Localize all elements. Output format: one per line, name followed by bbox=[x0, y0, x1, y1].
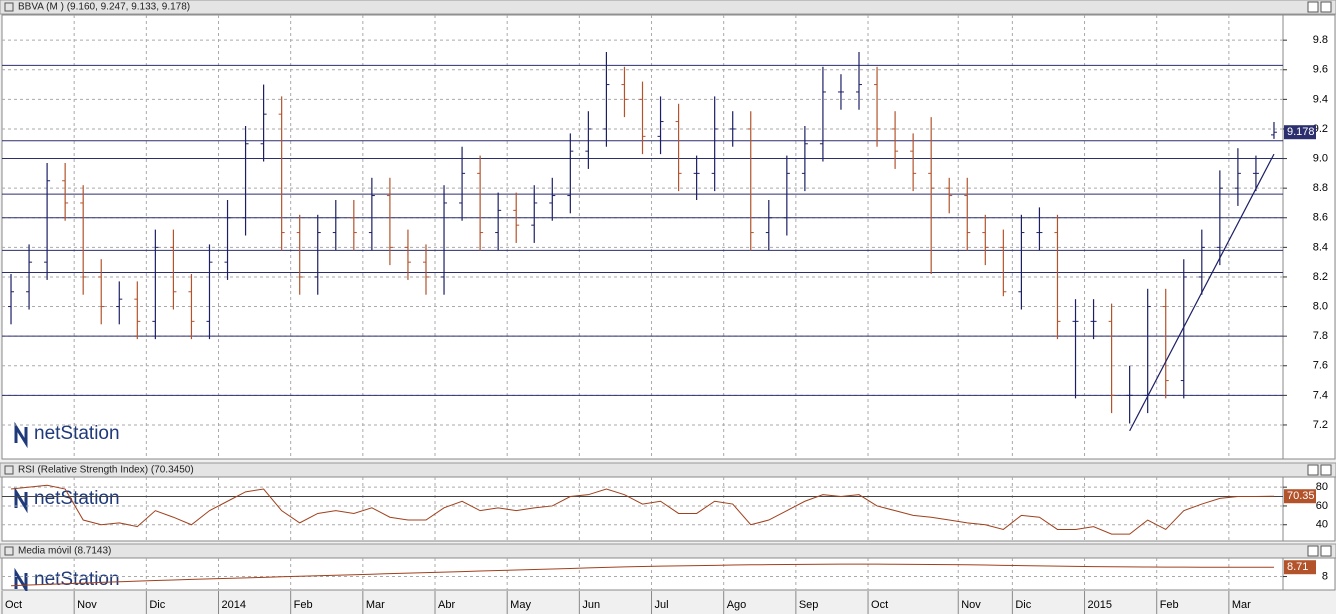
watermark: netStation bbox=[34, 423, 120, 444]
panel-title: BBVA (M ) (9.160, 9.247, 9.133, 9.178) bbox=[18, 2, 190, 13]
y-tick-label: 9.4 bbox=[1313, 93, 1328, 105]
y-tick-label: 9.0 bbox=[1313, 152, 1328, 164]
close-button[interactable] bbox=[1320, 464, 1332, 476]
x-tick-label: Ago bbox=[727, 599, 747, 611]
y-tick-label: 7.4 bbox=[1313, 389, 1328, 401]
x-tick-label: Feb bbox=[294, 599, 313, 611]
y-tick-label: 8.6 bbox=[1313, 212, 1328, 224]
minimize-button[interactable] bbox=[1307, 545, 1319, 557]
x-tick-label: Nov bbox=[77, 599, 97, 611]
x-tick-label: Mar bbox=[366, 599, 385, 611]
y-tick-label: 7.2 bbox=[1313, 419, 1328, 431]
x-tick-label: Oct bbox=[871, 599, 888, 611]
x-tick-label: Dic bbox=[149, 599, 165, 611]
panel-icon bbox=[4, 2, 14, 12]
y-tick-label: 40 bbox=[1316, 519, 1328, 531]
last-value-label: 70.35 bbox=[1287, 490, 1315, 502]
panel-plot bbox=[1, 557, 1284, 591]
y-tick-label: 80 bbox=[1316, 481, 1328, 493]
close-button[interactable] bbox=[1320, 545, 1332, 557]
x-tick-label: Abr bbox=[438, 599, 455, 611]
panel-icon bbox=[4, 465, 14, 475]
panel-axis bbox=[1282, 476, 1336, 542]
y-tick-label: 8 bbox=[1322, 570, 1328, 582]
y-tick-label: 7.8 bbox=[1313, 330, 1328, 342]
panel-header bbox=[0, 0, 1336, 15]
line-series bbox=[11, 563, 1274, 587]
y-tick-label: 8.8 bbox=[1313, 182, 1328, 194]
close-button[interactable] bbox=[1320, 1, 1332, 13]
panel-title: Media móvil (8.7143) bbox=[18, 546, 111, 557]
panel-header bbox=[0, 543, 1336, 559]
x-tick-label: Jun bbox=[582, 599, 600, 611]
y-tick-label: 9.8 bbox=[1313, 34, 1328, 46]
x-tick-label: 2015 bbox=[1088, 599, 1112, 611]
x-tick-label: May bbox=[510, 599, 531, 611]
y-tick-label: 8.4 bbox=[1313, 241, 1328, 253]
panel-plot bbox=[1, 476, 1284, 542]
last-value-label: 9.178 bbox=[1287, 126, 1315, 138]
x-tick-label: Oct bbox=[5, 599, 22, 611]
x-tick-label: Sep bbox=[799, 599, 819, 611]
panel-header bbox=[0, 462, 1336, 478]
last-value-label: 8.71 bbox=[1287, 561, 1308, 573]
watermark: netStation bbox=[34, 569, 120, 590]
x-axis-band bbox=[0, 591, 1336, 614]
x-tick-label: Feb bbox=[1160, 599, 1179, 611]
minimize-button[interactable] bbox=[1307, 464, 1319, 476]
watermark-logo bbox=[14, 567, 28, 595]
panel-title: RSI (Relative Strength Index) (70.3450) bbox=[18, 465, 194, 476]
panel-icon bbox=[4, 546, 14, 556]
y-tick-label: 7.6 bbox=[1313, 360, 1328, 372]
x-tick-label: Jul bbox=[655, 599, 669, 611]
last-value-box bbox=[1284, 125, 1316, 140]
x-tick-label: Mar bbox=[1232, 599, 1251, 611]
y-tick-label: 8.2 bbox=[1313, 271, 1328, 283]
line-series bbox=[10, 484, 1274, 535]
minimize-button[interactable] bbox=[1307, 1, 1319, 13]
trendline bbox=[1129, 153, 1275, 432]
last-value-box bbox=[1284, 560, 1316, 575]
panel-axis bbox=[1282, 14, 1336, 460]
watermark: netStation bbox=[34, 488, 120, 509]
x-tick-label: Dic bbox=[1015, 599, 1031, 611]
y-tick-label: 9.2 bbox=[1313, 123, 1328, 135]
watermark-logo bbox=[14, 486, 28, 514]
y-tick-label: 9.6 bbox=[1313, 64, 1328, 76]
x-tick-label: 2014 bbox=[222, 599, 246, 611]
y-tick-label: 60 bbox=[1316, 500, 1328, 512]
watermark-logo bbox=[14, 421, 28, 449]
y-tick-label: 8.0 bbox=[1313, 300, 1328, 312]
last-value-box bbox=[1284, 489, 1316, 504]
x-tick-label: Nov bbox=[961, 599, 981, 611]
